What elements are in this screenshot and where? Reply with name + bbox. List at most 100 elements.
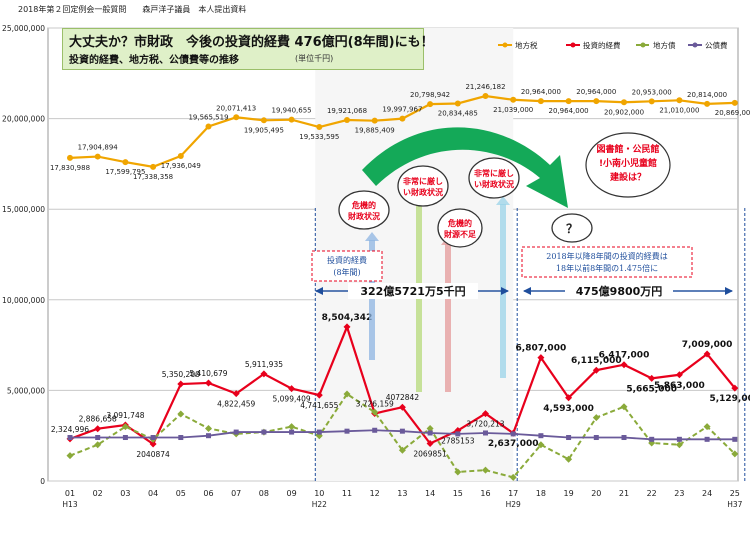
arrow-blue-shaft [369, 240, 375, 360]
point-tax [260, 117, 267, 124]
invest-data-label: 5,911,935 [245, 360, 283, 369]
point-grant [371, 408, 379, 416]
point-invest [648, 374, 656, 382]
sum-label-right: 475億9800万円 [576, 284, 663, 298]
invest-data-label: 6,417,000 [599, 351, 650, 361]
invest-data-label: 5,665,000 [626, 384, 677, 394]
point-tax [316, 124, 323, 131]
tax-data-label: 20,071,413 [216, 104, 256, 112]
point-grant [509, 473, 517, 481]
x-tick-label: 09 [287, 489, 297, 498]
point-grant [121, 423, 129, 431]
point-debt [95, 435, 101, 441]
point-invest [315, 391, 323, 399]
x-tick-label: 11 [342, 489, 352, 498]
point-debt [621, 435, 627, 441]
tax-data-label: 20,964,000 [521, 88, 561, 96]
invest-data-label: 5,129,000 [709, 394, 750, 404]
invest-data-label: 2,886,658 [79, 415, 117, 424]
note-line2: !小南小児童館 [599, 157, 657, 169]
point-tax [537, 98, 544, 105]
tax-data-label: 20,953,000 [632, 88, 672, 96]
tax-data-label: 20,964,000 [549, 107, 589, 115]
point-debt [150, 435, 156, 441]
legend-marker-debt [692, 42, 698, 48]
x-tick-label: 10 [314, 489, 324, 498]
point-grant [565, 455, 573, 463]
x-tick-label: 01 [65, 489, 75, 498]
point-tax [205, 123, 212, 130]
box-ratio [521, 246, 693, 278]
point-grant [482, 466, 489, 474]
point-grant [675, 441, 683, 449]
point-tax [482, 93, 489, 100]
point-debt [399, 428, 405, 434]
point-debt [483, 430, 488, 436]
tax-data-label: 19,997,967 [382, 106, 422, 114]
invest-data-label: 2,637,000 [488, 439, 539, 449]
point-invest [592, 366, 600, 374]
box-ratio-line1: 2018年以降8年間の投資的経費は [546, 251, 667, 261]
tax-data-label: 17,936,049 [161, 162, 201, 170]
arrow-blue-head [365, 232, 379, 241]
point-tax [731, 99, 738, 106]
invest-data-label: 2,324,996 [51, 425, 89, 434]
tax-data-label: 19,940,655 [272, 107, 312, 115]
point-tax [288, 116, 295, 123]
cloud-b [397, 165, 449, 207]
era-label: H22 [312, 500, 327, 509]
x-tick-label: 12 [370, 489, 380, 498]
invest-data-label: 6,807,000 [516, 344, 567, 354]
era-label: H37 [727, 500, 742, 509]
point-invest [288, 385, 296, 393]
legend-label-grant: 地方債 [653, 40, 676, 50]
point-grant [620, 403, 628, 411]
sum-label-left-bg [348, 283, 478, 299]
point-tax [648, 98, 655, 105]
x-tick-label: 23 [674, 489, 684, 498]
point-invest [537, 354, 545, 362]
tax-data-label: 20,798,942 [410, 91, 450, 99]
sum-label-right-bg [565, 283, 673, 299]
point-grant [66, 452, 74, 460]
tax-data-label: 17,338,358 [133, 173, 173, 181]
invest-data-label: 6,115,000 [571, 356, 622, 366]
point-invest [620, 361, 628, 369]
note-line3: 建設は？ [610, 171, 646, 183]
point-debt [566, 435, 572, 441]
point-grant [454, 468, 462, 476]
title-box: 大丈夫か？市財政 今後の投資的経費 476億円(8年間)にも！ 投資的経費、地方… [62, 28, 434, 70]
legend-label-invest: 投資的経費 [583, 40, 621, 50]
chart-subtitle: 投資的経費、地方税、公債費等の推移 [69, 55, 239, 66]
tax-data-label: 17,904,894 [78, 144, 119, 152]
point-grant [398, 446, 406, 454]
point-invest [731, 384, 739, 392]
legend-marker-grant [640, 42, 646, 48]
cloud-a-line1: 危機的 [351, 200, 376, 210]
point-tax [676, 97, 683, 104]
point-invest [675, 371, 683, 379]
point-debt [704, 436, 710, 442]
point-tax [704, 100, 711, 107]
cloud-question-text: ？ [566, 222, 578, 236]
invest-data-label: 2069851 [413, 449, 447, 458]
cloud-d [468, 157, 520, 199]
cloud-c [437, 208, 483, 248]
point-tax [399, 115, 406, 122]
arrow-cyan-head [496, 196, 510, 205]
point-debt [372, 427, 378, 433]
x-tick-label: 20 [591, 489, 601, 498]
tax-data-label: 19,921,068 [327, 107, 367, 115]
legend-marker-invest [570, 42, 576, 48]
x-tick-label: 13 [397, 489, 407, 498]
point-invest [205, 379, 212, 387]
x-tick-label: 24 [702, 489, 712, 498]
tax-data-label: 19,905,495 [244, 126, 284, 134]
point-tax [150, 163, 157, 170]
point-invest [149, 440, 157, 448]
point-debt [289, 429, 295, 435]
era-label: H29 [506, 500, 521, 509]
point-invest [482, 410, 489, 418]
point-invest [94, 425, 102, 433]
x-tick-label: 16 [480, 489, 490, 498]
